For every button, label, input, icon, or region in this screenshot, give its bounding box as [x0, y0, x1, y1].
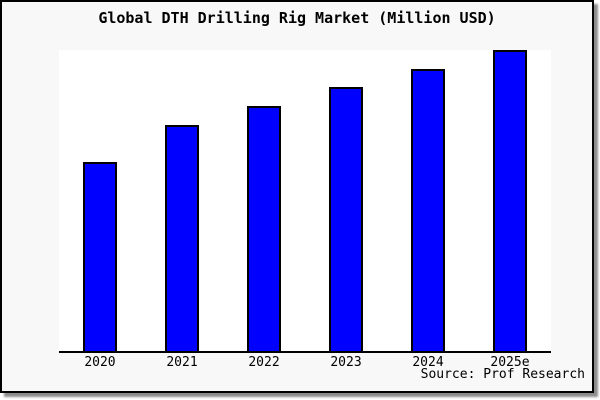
bar-2020	[82, 161, 117, 351]
x-tick-label-2023: 2023	[330, 355, 362, 370]
bar-2025e	[492, 50, 527, 351]
x-axis-labels: 2020 2021 2022 2023 2024 2025e	[59, 355, 551, 371]
x-tick-label-2025e: 2025e	[490, 355, 530, 370]
bar-2024	[411, 68, 445, 351]
bar-2023	[329, 87, 363, 351]
bar-2021	[165, 124, 199, 351]
x-tick-label-2022: 2022	[248, 355, 280, 370]
x-tick-label-2020: 2020	[84, 355, 116, 370]
plot-area	[59, 50, 551, 353]
chart-title: Global DTH Drilling Rig Market (Million …	[98, 9, 496, 27]
x-tick-label-2024: 2024	[412, 355, 444, 370]
source-credit: Source: Prof Research	[420, 367, 585, 382]
bar-2022	[247, 106, 281, 351]
chart-frame: Global DTH Drilling Rig Market (Million …	[0, 0, 594, 393]
x-tick-label-2021: 2021	[166, 355, 198, 370]
